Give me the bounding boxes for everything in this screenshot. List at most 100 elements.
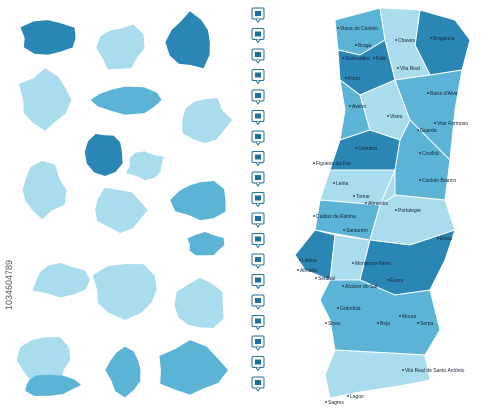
city-dot	[373, 57, 375, 59]
district-piece	[16, 337, 71, 384]
icon-glyph	[255, 93, 261, 98]
city-dot	[299, 259, 301, 261]
icon-glyph	[255, 277, 261, 283]
city-label: Coimbra	[358, 146, 377, 152]
city-dot	[399, 315, 401, 317]
city-dot	[297, 269, 299, 271]
district-piece	[105, 346, 141, 398]
district-pieces	[16, 11, 233, 398]
icon-pin-tip	[255, 387, 261, 392]
city-label: Santarém	[346, 228, 368, 234]
city-dot	[402, 369, 404, 371]
city-label: Montemor-Novo	[355, 261, 391, 267]
district	[324, 349, 431, 399]
district-piece	[19, 68, 72, 131]
city-dot	[313, 215, 315, 217]
city-dot	[313, 162, 315, 164]
icon-pin-tip	[255, 264, 261, 269]
icon-glyph	[255, 298, 261, 303]
city-label: Lagos	[350, 394, 364, 400]
city-label: Serpa	[420, 321, 434, 327]
city-dot	[387, 115, 389, 117]
city-label: Elvas	[440, 236, 453, 242]
city-dot	[342, 57, 344, 59]
city-label: Sagres	[328, 400, 344, 406]
city-dot	[427, 92, 429, 94]
icon-glyph	[255, 195, 261, 201]
city-label: Covilhã	[422, 151, 439, 157]
city-label: Moura	[402, 314, 416, 320]
city-dot	[342, 285, 344, 287]
city-label: Leiria	[336, 181, 348, 187]
district-piece	[84, 134, 123, 176]
city-dot	[355, 147, 357, 149]
icon-pin-tip	[255, 223, 261, 228]
city-label: Lisboa	[302, 258, 317, 264]
city-dot	[430, 37, 432, 39]
icon-glyph	[255, 31, 261, 37]
city-dot	[419, 152, 421, 154]
city-label: Sines	[328, 321, 341, 327]
icon-glyph	[255, 216, 261, 221]
icon-pin-tip	[255, 305, 261, 310]
icon-pin-tip	[255, 162, 261, 167]
city-dot	[419, 179, 421, 181]
district-piece	[22, 160, 67, 220]
city-dot	[325, 401, 327, 403]
city-dot	[387, 279, 389, 281]
district	[294, 229, 336, 281]
district-piece	[20, 20, 76, 55]
city-dot	[337, 307, 339, 309]
icon-glyph	[255, 134, 261, 139]
city-dot	[349, 105, 351, 107]
city-label: Setúbal	[318, 276, 335, 282]
city-label: Almada	[300, 268, 317, 274]
district-piece	[25, 374, 82, 396]
city-label: Braga	[358, 43, 372, 49]
city-label: Guarda	[420, 128, 437, 134]
city-dot	[347, 395, 349, 397]
district-piece	[187, 231, 225, 256]
city-dot	[325, 322, 327, 324]
city-dot	[315, 277, 317, 279]
city-label: Porto	[348, 76, 360, 82]
city-label: Aveiro	[352, 104, 366, 110]
icon-glyph	[255, 11, 261, 16]
icon-glyph	[255, 318, 261, 324]
district-piece	[126, 151, 164, 181]
city-dot	[417, 322, 419, 324]
city-dot	[437, 237, 439, 239]
district-piece	[92, 264, 157, 320]
district-piece	[95, 187, 148, 233]
icon-pin-tip	[255, 346, 261, 351]
icon-pin-tip	[255, 203, 261, 208]
icon-glyph	[255, 72, 261, 78]
city-label: Vila Real de Santo António	[405, 368, 465, 374]
city-dot	[343, 229, 345, 231]
icon-glyph	[255, 113, 261, 119]
city-label: Alcácer do Sal	[345, 284, 377, 290]
city-label: Figueira da Foz	[316, 161, 351, 167]
city-label: Vila Real	[400, 66, 420, 72]
watermark: 1034604789	[4, 260, 14, 310]
icon-glyph	[255, 339, 261, 344]
icon-glyph	[255, 236, 261, 242]
city-dot	[337, 27, 339, 29]
icon-pin-tip	[255, 121, 261, 126]
icon-pin-tip	[255, 326, 261, 331]
city-label: Portalegre	[398, 208, 421, 214]
city-label: Castelo Branco	[422, 178, 456, 184]
district-piece	[159, 340, 228, 395]
city-label: Grândola	[340, 306, 361, 312]
city-label: Caldas da Rainha	[316, 214, 356, 220]
city-dot	[353, 195, 355, 197]
city-label: Viana do Castelo	[340, 26, 378, 32]
icon-glyph	[255, 154, 261, 160]
district-piece	[165, 11, 210, 69]
city-dot	[365, 202, 367, 204]
city-dot	[397, 67, 399, 69]
city-label: Tomar	[356, 194, 370, 200]
icon-pin-tip	[255, 59, 261, 64]
portugal-map: Viana do Castelo Braga Chaves Bragança Guima…	[294, 7, 471, 406]
city-dot	[395, 209, 397, 211]
